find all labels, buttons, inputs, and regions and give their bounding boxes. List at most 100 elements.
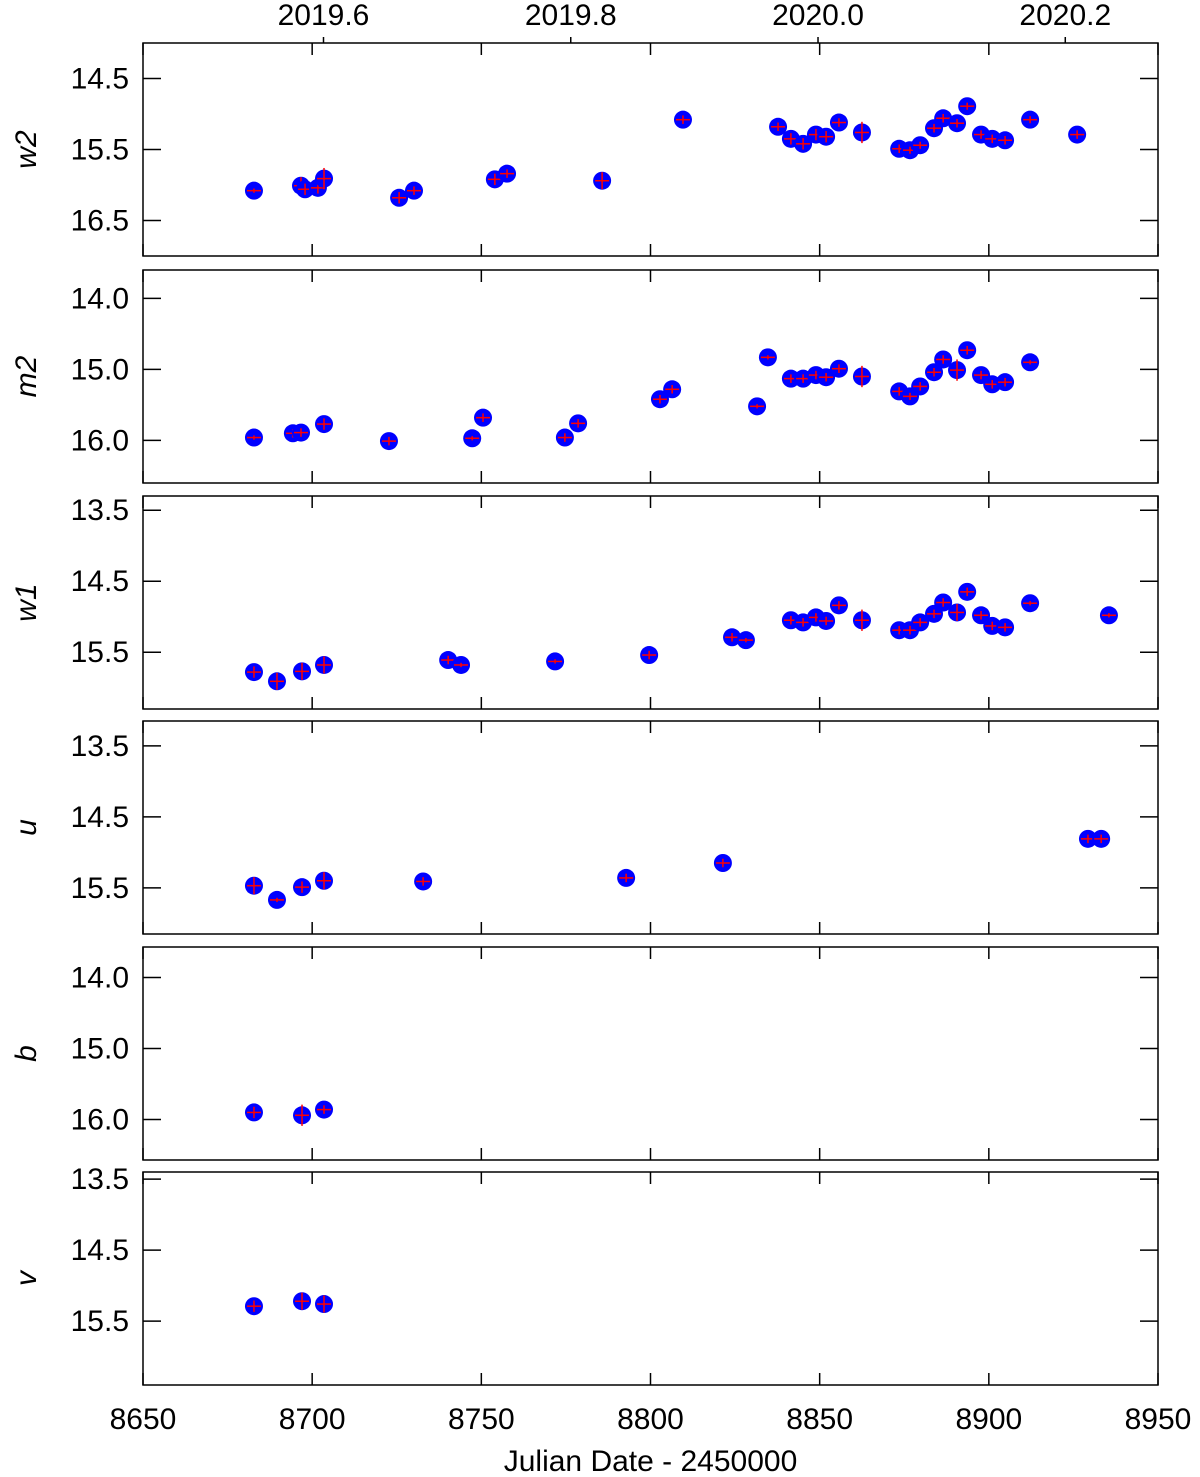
- plot-frame: [142, 1171, 1159, 1386]
- y-tick-label: 15.5: [71, 1305, 129, 1338]
- error-bar: [927, 367, 942, 377]
- error-bar: [246, 1300, 261, 1312]
- x-tick-label: 8800: [617, 1403, 684, 1436]
- error-bar: [936, 598, 951, 607]
- plot-frame: [142, 720, 1159, 935]
- error-bar: [998, 377, 1013, 387]
- x2-tick-label: 2019.8: [525, 0, 617, 32]
- error-bar: [927, 609, 942, 619]
- y-tick-label: 15.5: [71, 636, 129, 669]
- error-bar: [903, 392, 918, 400]
- x2-tick-label: 2020.0: [772, 0, 864, 32]
- error-bar: [487, 173, 502, 185]
- panel: 14.0 15.0 16.0 m2: [10, 269, 1159, 484]
- x-tick-label: 8700: [279, 1403, 346, 1436]
- x-axis-label: Julian Date - 2450000: [504, 1445, 798, 1477]
- error-bar: [831, 118, 846, 127]
- error-bar: [998, 623, 1013, 632]
- x2-tick-label: 2020.2: [1019, 0, 1111, 32]
- error-bar: [317, 1295, 332, 1313]
- y-axis-label: u: [10, 819, 43, 836]
- error-bar: [392, 192, 407, 204]
- y-axis-label: b: [10, 1045, 43, 1062]
- error-bar: [269, 897, 284, 903]
- x-tick-label: 8650: [110, 1403, 177, 1436]
- y-tick-label: 14.0: [71, 961, 129, 994]
- error-bar: [381, 436, 396, 446]
- y-tick-label: 14.0: [71, 282, 129, 315]
- error-bar: [500, 169, 515, 178]
- error-bar: [1070, 130, 1085, 139]
- error-bar: [441, 655, 456, 665]
- error-bar: [675, 115, 690, 124]
- error-bar: [1101, 613, 1116, 618]
- error-bar: [571, 419, 586, 428]
- y-tick-label: 14.5: [71, 565, 129, 598]
- error-bar: [1094, 834, 1109, 844]
- error-bar: [1023, 116, 1038, 124]
- error-bar: [960, 587, 975, 597]
- x2-tick-label: 2019.6: [278, 0, 370, 32]
- panel: 14.0 15.0 16.0 b: [10, 946, 1159, 1161]
- error-bar: [416, 877, 431, 886]
- error-bar: [317, 656, 332, 674]
- y-tick-label: 16.0: [71, 424, 129, 457]
- x-tick-label: 8900: [955, 1403, 1022, 1436]
- error-bar: [738, 638, 753, 643]
- y-tick-label: 15.0: [71, 353, 129, 386]
- panel: 13.5 14.5 15.5 8650 8700 8750 8800 8850 8900 8950…: [10, 1163, 1191, 1477]
- panel: 13.5 14.5 15.5 w1: [10, 494, 1159, 710]
- y-tick-label: 15.5: [71, 872, 129, 905]
- error-bar: [819, 131, 834, 143]
- y-tick-label: 14.5: [71, 1234, 129, 1267]
- error-bar: [760, 355, 775, 360]
- error-bar: [317, 418, 332, 430]
- error-bar: [317, 167, 332, 190]
- error-bar: [246, 188, 261, 193]
- error-bar: [465, 436, 480, 441]
- error-bar: [974, 611, 989, 620]
- error-bar: [454, 662, 469, 668]
- error-bar: [246, 1106, 261, 1119]
- error-bar: [269, 672, 284, 690]
- plot-frame: [142, 946, 1159, 1161]
- error-bar: [950, 603, 965, 621]
- error-bar: [1023, 601, 1038, 606]
- panel: 14.5 15.5 16.5 2019.6 2019.8 2020.0 2020.2 w2: [10, 0, 1159, 257]
- error-bar: [998, 136, 1013, 145]
- error-bar: [246, 877, 261, 895]
- error-bar: [796, 138, 811, 150]
- y-tick-label: 13.5: [71, 494, 129, 527]
- error-bar: [725, 633, 740, 642]
- error-bar: [936, 114, 951, 123]
- error-bar: [665, 385, 680, 394]
- y-tick-label: 14.5: [71, 62, 129, 95]
- y-tick-label: 13.5: [71, 730, 129, 763]
- y-axis-label: w2: [10, 130, 43, 169]
- error-bar: [652, 394, 667, 404]
- x-tick-label: 8950: [1125, 1403, 1192, 1436]
- y-tick-label: 14.5: [71, 801, 129, 834]
- error-bar: [913, 382, 928, 391]
- error-bar: [407, 186, 422, 195]
- error-bar: [854, 365, 869, 388]
- error-bar: [950, 359, 965, 381]
- error-bar: [294, 428, 309, 437]
- y-tick-label: 13.5: [71, 1163, 129, 1196]
- y-tick-label: 15.5: [71, 133, 129, 166]
- error-bar: [771, 122, 786, 132]
- error-bar: [913, 618, 928, 627]
- y-tick-label: 16.5: [71, 204, 129, 237]
- x-tick-label: 8850: [786, 1403, 853, 1436]
- panel: 13.5 14.5 15.5 u: [10, 720, 1159, 935]
- error-bar: [831, 601, 846, 610]
- error-bar: [317, 1105, 332, 1114]
- y-tick-label: 16.0: [71, 1103, 129, 1136]
- error-bar: [854, 121, 869, 144]
- error-bar: [819, 616, 834, 626]
- error-bar: [950, 118, 965, 128]
- x-tick-label: 8750: [448, 1403, 515, 1436]
- error-bar: [715, 858, 730, 868]
- y-axis-label: m2: [10, 355, 43, 397]
